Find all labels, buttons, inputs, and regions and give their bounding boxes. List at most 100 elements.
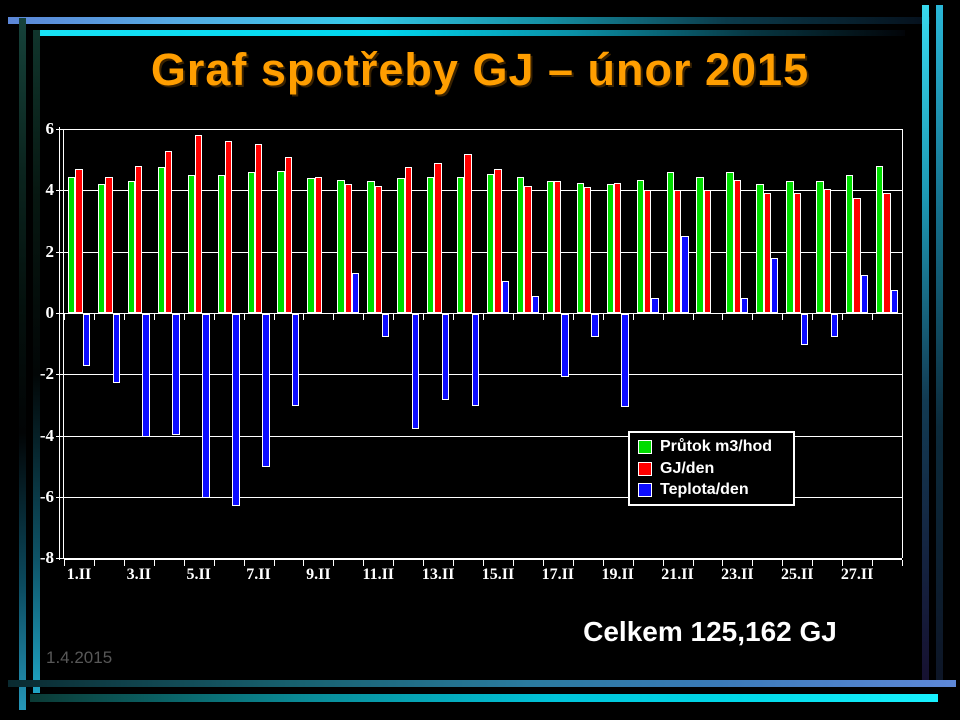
- bar-prutok-m3-hod-day13: [427, 176, 435, 313]
- x-tick-label-1-ii: 1.II: [66, 566, 92, 583]
- bar-prutok-m3-hod-day21: [666, 172, 674, 313]
- bar-gj-den-day19: [614, 182, 622, 313]
- category-tick-zero: [153, 314, 155, 320]
- legend-item-teplota-den: Teplota/den: [638, 481, 785, 499]
- category-tick-bottom: [572, 560, 574, 566]
- bar-teplota-den-day20: [651, 297, 659, 313]
- bar-gj-den-day12: [404, 167, 412, 313]
- category-tick-zero: [303, 314, 305, 320]
- bar-teplota-den-day28: [890, 290, 899, 313]
- x-tick-label-13-ii: 13.II: [421, 566, 455, 583]
- bar-gj-den-day8: [284, 156, 293, 313]
- category-tick-zero: [333, 314, 335, 320]
- chart-title: Graf spotřeby GJ – únor 2015: [150, 44, 810, 95]
- bar-prutok-m3-hod-day12: [397, 178, 405, 313]
- category-tick-bottom: [722, 560, 724, 566]
- bar-prutok-m3-hod-day9: [307, 178, 315, 313]
- legend-label-teplota-den: Teplota/den: [660, 481, 749, 498]
- bar-teplota-den-day17: [561, 314, 569, 377]
- bar-prutok-m3-hod-day25: [786, 181, 794, 313]
- category-tick-zero: [872, 314, 874, 320]
- bar-teplota-den-day8: [292, 314, 300, 406]
- category-tick-zero: [902, 314, 903, 320]
- y-tick-label-4: 4: [45, 180, 55, 200]
- y-tick--2: [56, 374, 64, 376]
- slide-date: 1.4.2015: [46, 648, 113, 667]
- bar-prutok-m3-hod-day19: [606, 184, 614, 313]
- category-tick-bottom: [423, 560, 425, 566]
- gridline--6: [64, 496, 902, 498]
- bar-gj-den-day2: [105, 176, 113, 313]
- bar-prutok-m3-hod-day20: [636, 179, 644, 313]
- legend-swatch-prutok-m3-hod: [638, 440, 652, 454]
- y-tick-label--6: -6: [39, 486, 54, 506]
- bar-prutok-m3-hod-day28: [876, 165, 884, 313]
- bar-gj-den-day22: [703, 190, 712, 313]
- gridline-0: [64, 313, 902, 314]
- bar-prutok-m3-hod-day15: [486, 173, 495, 313]
- x-tick-label-9-ii: 9.II: [306, 566, 331, 583]
- bar-teplota-den-day19: [621, 314, 629, 408]
- category-tick-bottom: [692, 560, 694, 566]
- bar-gj-den-day9: [314, 176, 323, 313]
- category-tick-zero: [602, 314, 604, 320]
- bar-teplota-den-day2: [112, 314, 120, 383]
- frame-bottom-bar-2: [30, 694, 938, 702]
- bar-gj-den-day13: [434, 162, 442, 313]
- x-tick-label-21-ii: 21.II: [661, 566, 694, 583]
- category-tick-zero: [782, 314, 784, 320]
- bar-gj-den-day26: [823, 188, 831, 313]
- bar-gj-den-day18: [584, 187, 592, 313]
- gridline--2: [64, 374, 902, 376]
- category-tick-bottom: [602, 560, 604, 566]
- category-tick-bottom: [902, 560, 903, 566]
- category-tick-zero: [572, 314, 574, 320]
- bar-gj-den-day28: [883, 193, 891, 313]
- category-tick-bottom: [782, 560, 784, 566]
- category-tick-bottom: [213, 560, 215, 566]
- x-tick-label-15-ii: 15.II: [481, 566, 515, 583]
- category-tick-bottom: [393, 560, 395, 566]
- category-tick-zero: [483, 314, 484, 320]
- bar-prutok-m3-hod-day1: [67, 176, 76, 313]
- bar-prutok-m3-hod-day4: [157, 167, 166, 313]
- bar-gj-den-day7: [254, 144, 263, 313]
- category-tick-zero: [423, 314, 425, 320]
- bar-teplota-den-day7: [262, 314, 270, 468]
- y-axis-line: [63, 129, 64, 558]
- category-tick-zero: [243, 314, 245, 320]
- bar-gj-den-day24: [763, 193, 771, 313]
- bar-prutok-m3-hod-day17: [546, 181, 555, 313]
- chart-legend: Průtok m3/hod GJ/den Teplota/den: [628, 431, 795, 506]
- bar-teplota-den-day18: [591, 314, 599, 337]
- frame-top-bar-2: [33, 30, 905, 36]
- y-tick-label-0: 0: [45, 303, 55, 322]
- total-consumption-label: Celkem 125,162 GJ: [583, 616, 837, 647]
- bar-prutok-m3-hod-day5: [187, 175, 195, 313]
- bar-gj-den-day14: [464, 153, 472, 313]
- gridline--4: [64, 435, 902, 437]
- y-tick-2: [56, 251, 64, 253]
- category-tick-zero: [722, 314, 724, 320]
- y-tick-label--8: -8: [39, 548, 54, 568]
- category-tick-bottom: [812, 560, 814, 566]
- bar-prutok-m3-hod-day24: [756, 184, 764, 313]
- category-tick-bottom: [512, 560, 514, 566]
- category-tick-zero: [752, 314, 754, 320]
- y-tick-0: [56, 313, 64, 314]
- bar-prutok-m3-hod-day22: [696, 176, 704, 313]
- frame-top-bar-1: [8, 17, 930, 24]
- y-tick-label--4: -4: [39, 425, 54, 445]
- gridline-6: [64, 129, 902, 131]
- gridline-4: [64, 190, 902, 192]
- category-tick-bottom: [662, 560, 664, 566]
- bar-gj-den-day5: [195, 135, 203, 313]
- bar-teplota-den-day23: [741, 297, 749, 313]
- y-tick-label--2: -2: [39, 364, 54, 384]
- x-tick-label-17-ii: 17.II: [541, 566, 575, 583]
- x-tick-label-25-ii: 25.II: [781, 566, 814, 583]
- legend-swatch-gj-den: [638, 461, 652, 476]
- category-tick-bottom: [183, 560, 185, 566]
